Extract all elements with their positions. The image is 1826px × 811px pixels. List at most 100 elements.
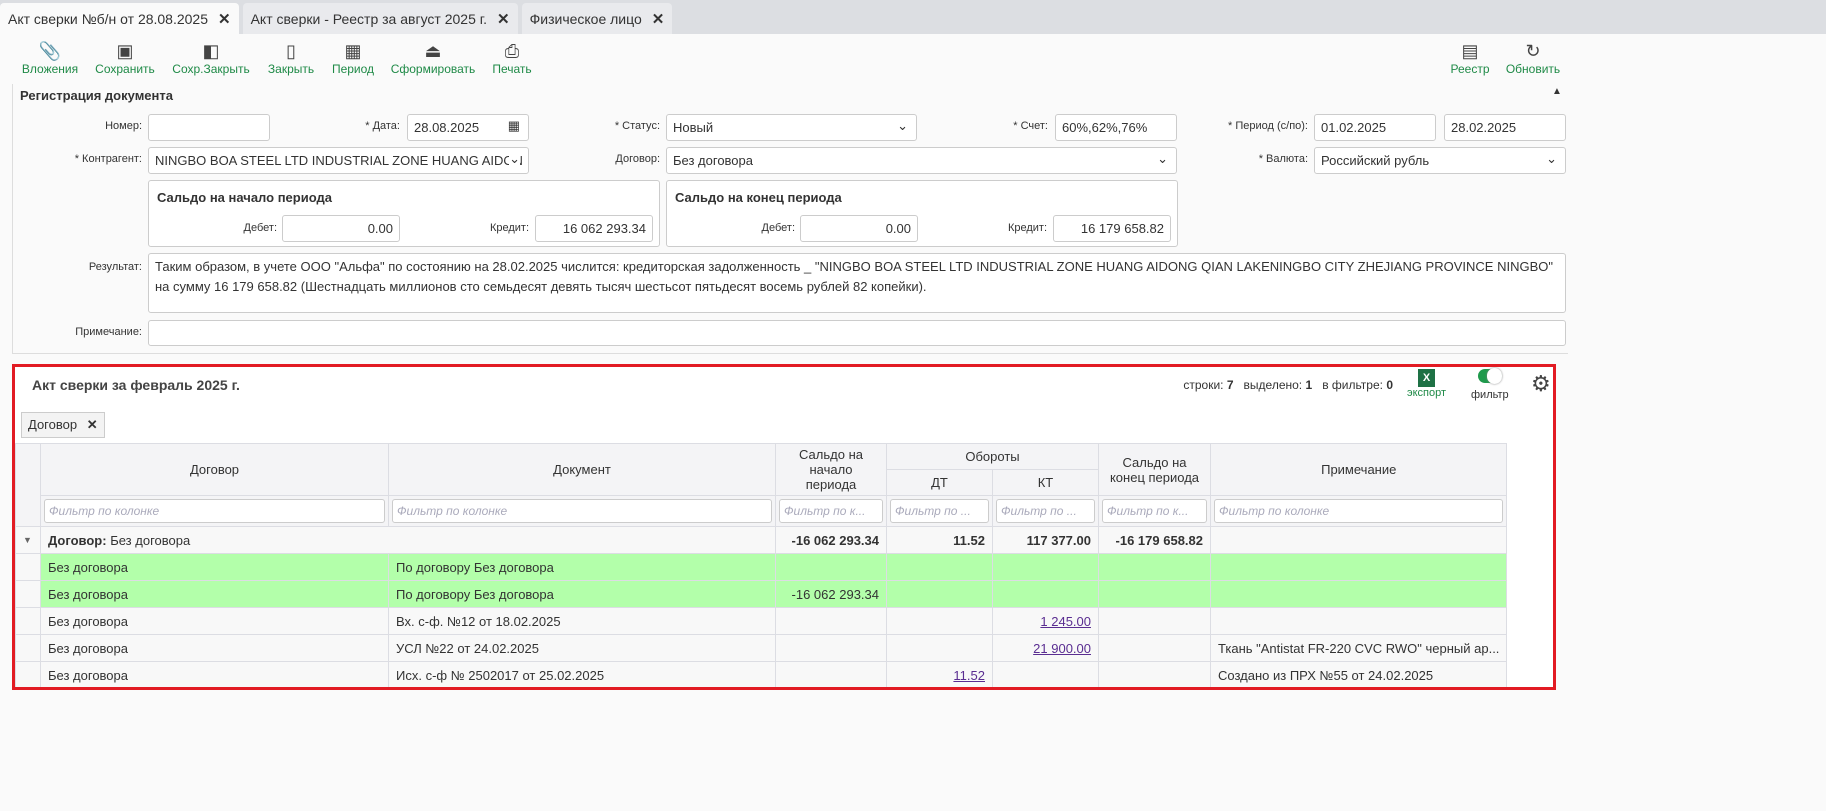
close-icon[interactable]: ✕ — [86, 417, 98, 432]
cell-kt — [992, 553, 1099, 581]
date-field[interactable]: 28.08.2025 ▦ — [407, 114, 529, 141]
attachments-button[interactable]: 📎 Вложения — [20, 40, 80, 76]
contract-select[interactable]: Без договора ⌄ — [666, 147, 1177, 174]
filter-closing[interactable]: Фильтр по к... — [1102, 499, 1207, 523]
close-icon[interactable]: ✕ — [497, 11, 510, 28]
closing-debit-field[interactable]: 0.00 — [800, 215, 918, 242]
cell-note — [1209, 607, 1508, 635]
filter-document[interactable]: Фильтр по колонке — [392, 499, 772, 523]
opening-credit-field[interactable]: 16 062 293.34 — [535, 215, 653, 242]
opening-debit-field[interactable]: 0.00 — [282, 215, 400, 242]
gear-icon[interactable]: ⚙ — [1531, 371, 1551, 396]
close-button[interactable]: ▯ Закрыть — [264, 40, 318, 76]
table-row[interactable]: Без договора УСЛ №22 от 24.02.2025 21 900.… — [15, 634, 1508, 662]
amount-link[interactable]: 1 245.00 — [1040, 613, 1091, 629]
tab-registry[interactable]: Акт сверки - Реестр за август 2025 г. ✕ — [242, 3, 518, 34]
export-label: экспорт — [1407, 387, 1447, 399]
calendar-icon[interactable]: ▦ — [507, 118, 520, 134]
cell-dt — [886, 634, 993, 662]
filter-kt[interactable]: Фильтр по ... — [996, 499, 1095, 523]
tab-person[interactable]: Физическое лицо ✕ — [521, 3, 673, 34]
table-row[interactable]: Без договора Исх. с-ф № 2502017 от 25.02.… — [15, 661, 1508, 687]
grid-stats: строки: 7 выделено: 1 в фильтре: 0 — [1183, 378, 1393, 392]
period-button[interactable]: ▦ Период — [328, 40, 378, 76]
cell-kt — [992, 580, 1099, 608]
credit-label: Кредит: — [489, 222, 529, 234]
row-selector[interactable] — [15, 607, 41, 635]
cell-dt — [886, 553, 993, 581]
expand-caret-icon[interactable]: ▼ — [15, 526, 41, 554]
group-chip-label: Договор — [28, 417, 78, 432]
filter-contract[interactable]: Фильтр по колонке — [44, 499, 385, 523]
save-close-button[interactable]: ◧ Сохр.Закрыть — [168, 40, 254, 76]
filter-opening[interactable]: Фильтр по к... — [779, 499, 883, 523]
cell-contract: Без договора — [40, 580, 389, 608]
header-opening[interactable]: Сальдо на начало периода — [775, 443, 887, 496]
row-selector[interactable] — [15, 661, 41, 687]
cell-kt: 1 245.00 — [992, 607, 1099, 635]
header-closing[interactable]: Сальдо на конец периода — [1098, 443, 1211, 496]
refresh-button[interactable]: ↻ Обновить — [1502, 40, 1564, 76]
amount-link[interactable]: 11.52 — [953, 667, 985, 683]
group-kt: 117 377.00 — [992, 526, 1099, 554]
row-selector[interactable] — [15, 553, 41, 581]
cell-contract: Без договора — [40, 634, 389, 662]
header-kt[interactable]: КТ — [992, 469, 1099, 496]
account-label: * Счет: — [1013, 120, 1048, 132]
account-field[interactable]: 60%,62%,76% — [1055, 114, 1177, 141]
cell-note — [1209, 580, 1508, 608]
group-value: Без договора — [110, 532, 191, 548]
period-from-field[interactable]: 01.02.2025 — [1314, 114, 1436, 141]
cell-opening — [775, 553, 887, 581]
generate-button[interactable]: ⏏ Сформировать — [386, 40, 480, 76]
table-row[interactable]: Без договора Вх. с-ф. №12 от 18.02.2025 1 … — [15, 607, 1508, 635]
amount-link[interactable]: 21 900.00 — [1033, 640, 1091, 656]
row-selector[interactable] — [15, 634, 41, 662]
label: Период — [331, 62, 375, 76]
filter-toggle[interactable]: фильтр — [1471, 368, 1509, 401]
table-row[interactable]: Без договора По договору Без договора -16 … — [15, 580, 1508, 608]
group-label: Договор: — [48, 532, 107, 548]
tab-label: Акт сверки №б/н от 28.08.2025 — [8, 11, 209, 27]
header-turnover: Обороты — [886, 443, 1099, 470]
row-selector[interactable] — [15, 580, 41, 608]
counterparty-select[interactable]: NINGBO BOA STEEL LTD INDUSTRIAL ZONE HUA… — [148, 147, 529, 174]
cell-document: Исх. с-ф № 2502017 от 25.02.2025 — [388, 661, 776, 687]
number-field[interactable] — [148, 114, 270, 141]
note-field[interactable] — [148, 320, 1566, 346]
header-note[interactable]: Примечание — [1209, 443, 1508, 496]
currency-label: * Валюта: — [1258, 153, 1308, 165]
period-to-field[interactable]: 28.02.2025 — [1444, 114, 1566, 141]
collapse-icon[interactable]: ▲ — [1552, 86, 1562, 97]
result-field[interactable]: Таким образом, в учете ООО "Альфа" по со… — [148, 253, 1566, 313]
print-button[interactable]: ⎙ Печать — [488, 40, 536, 76]
close-icon[interactable]: ✕ — [651, 11, 665, 28]
cell-dt — [886, 580, 993, 608]
cell-closing — [1098, 634, 1211, 662]
cell-document: По договору Без договора — [388, 553, 776, 581]
registry-button[interactable]: ▤ Реестр — [1446, 40, 1494, 76]
toggle-switch[interactable] — [1477, 368, 1502, 384]
header-dt[interactable]: ДТ — [886, 469, 993, 496]
cell-document: По договору Без договора — [388, 580, 776, 608]
table-row[interactable]: Без договора По договору Без договора — [15, 553, 1508, 581]
label: Сохранить — [95, 62, 155, 76]
save-button[interactable]: ▣ Сохранить — [92, 40, 158, 76]
cell-dt — [886, 607, 993, 635]
group-closing: -16 179 658.82 — [1098, 526, 1211, 554]
group-chip[interactable]: Договор ✕ — [21, 412, 105, 438]
close-icon[interactable]: ✕ — [218, 11, 231, 28]
save-close-icon: ◧ — [202, 41, 220, 61]
tab-act-6[interactable]: Акт сверки №б/н от 28.08.2025 ✕ — [0, 3, 239, 34]
status-select[interactable]: Новый ⌄ — [666, 114, 917, 141]
printer-icon: ⎙ — [504, 41, 520, 61]
header-contract[interactable]: Договор — [40, 443, 389, 496]
filter-dt[interactable]: Фильтр по ... — [890, 499, 989, 523]
closing-credit-field[interactable]: 16 179 658.82 — [1053, 215, 1171, 242]
group-row[interactable]: ▼ Договор: Без договора -16 062 293.34 11.5… — [15, 526, 1508, 554]
currency-select[interactable]: Российский рубль ⌄ — [1314, 147, 1566, 174]
section-title: Регистрация документа — [20, 88, 173, 103]
filter-note[interactable]: Фильтр по колонке — [1214, 499, 1504, 523]
header-document[interactable]: Документ — [388, 443, 776, 496]
